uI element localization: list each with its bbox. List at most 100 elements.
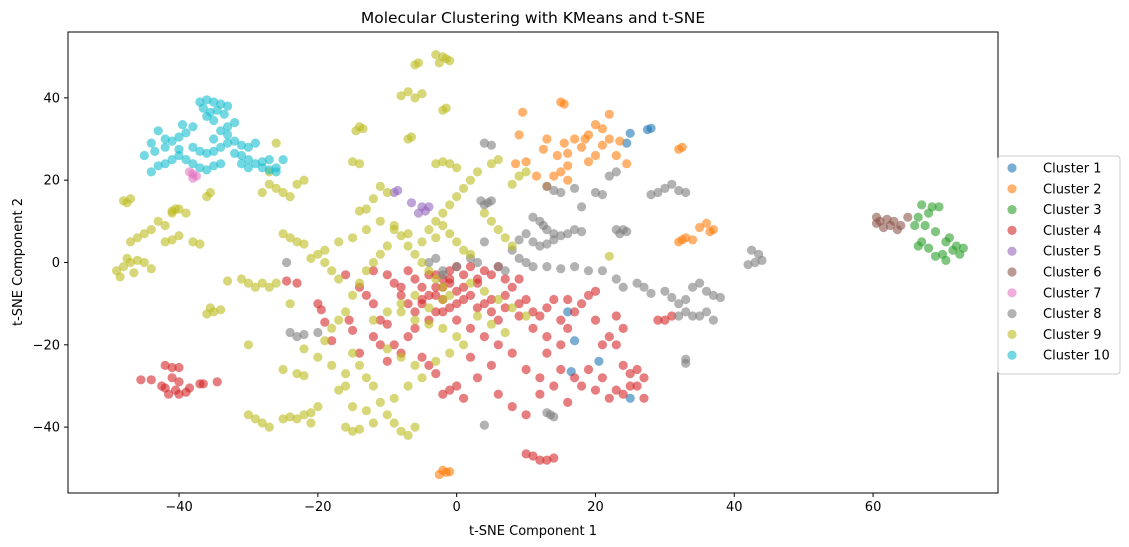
data-point: [622, 159, 632, 169]
data-point: [452, 262, 462, 272]
data-point: [438, 282, 448, 292]
data-point: [708, 290, 719, 300]
data-point: [507, 282, 517, 292]
data-point: [417, 237, 427, 247]
data-point: [695, 222, 705, 233]
series-10: [139, 95, 288, 177]
legend-label: Cluster 9: [1043, 328, 1102, 343]
data-point: [410, 360, 420, 370]
data-point: [597, 190, 608, 200]
data-point: [486, 216, 496, 226]
data-point: [486, 270, 496, 280]
data-point: [493, 262, 503, 272]
data-point: [209, 146, 219, 156]
data-point: [486, 319, 496, 329]
data-point: [535, 241, 545, 251]
data-point: [257, 157, 267, 167]
data-point: [688, 282, 698, 292]
legend-label: Cluster 2: [1043, 182, 1102, 197]
data-point: [597, 373, 608, 383]
data-point: [299, 410, 309, 420]
data-point: [351, 126, 361, 136]
data-point: [167, 155, 177, 165]
data-point: [639, 393, 649, 403]
data-point: [743, 260, 753, 270]
data-point: [202, 148, 212, 158]
data-point: [403, 381, 413, 391]
data-point: [431, 253, 441, 263]
data-point: [618, 360, 628, 370]
data-point: [382, 307, 392, 317]
data-point: [521, 449, 531, 459]
data-point: [257, 278, 267, 288]
data-point: [348, 290, 358, 300]
legend-item: Cluster 4: [1007, 224, 1102, 239]
data-point: [396, 299, 406, 309]
data-point: [403, 299, 413, 309]
data-point: [202, 95, 212, 105]
data-point: [577, 202, 587, 212]
data-point: [486, 159, 496, 169]
data-point: [243, 155, 253, 165]
data-point: [382, 344, 392, 354]
data-point: [486, 140, 496, 150]
data-point: [715, 292, 726, 303]
data-point: [701, 307, 712, 317]
y-tick-label: −40: [33, 421, 60, 436]
x-axis-label: t-SNE Component 1: [469, 524, 597, 539]
data-point: [583, 364, 594, 375]
data-point: [625, 369, 635, 379]
data-point: [472, 257, 483, 268]
data-point: [438, 157, 448, 167]
data-point: [389, 278, 399, 288]
data-point: [243, 163, 253, 173]
data-point: [556, 187, 566, 198]
data-point: [549, 453, 559, 463]
data-point: [160, 220, 170, 231]
data-point: [424, 360, 434, 370]
data-point: [264, 422, 274, 432]
data-point: [389, 225, 399, 235]
data-point: [754, 249, 764, 259]
data-point: [243, 410, 253, 420]
data-point: [188, 142, 198, 152]
legend-marker: [1007, 309, 1017, 319]
data-point: [410, 274, 420, 284]
data-point: [514, 253, 524, 263]
data-point: [472, 311, 483, 321]
data-point: [625, 393, 635, 403]
data-point: [299, 371, 309, 381]
data-point: [153, 126, 163, 136]
data-point: [271, 278, 281, 288]
data-point: [382, 410, 392, 420]
data-point: [299, 239, 309, 249]
data-point: [677, 235, 687, 245]
data-point: [660, 286, 670, 296]
data-point: [695, 311, 705, 321]
data-point: [896, 220, 906, 231]
data-point: [500, 327, 510, 338]
data-point: [382, 187, 392, 198]
data-point: [514, 130, 524, 140]
data-point: [445, 266, 455, 276]
data-point: [542, 332, 552, 342]
legend-label: Cluster 8: [1043, 307, 1102, 322]
series-6: [871, 212, 913, 235]
data-point: [313, 327, 323, 338]
data-point: [514, 311, 524, 321]
data-point: [368, 332, 378, 342]
data-point: [535, 455, 545, 465]
legend-marker: [1007, 163, 1017, 173]
legend-label: Cluster 1: [1043, 162, 1102, 177]
data-point: [563, 397, 573, 407]
data-point: [320, 257, 330, 268]
data-point: [396, 426, 406, 436]
data-point: [146, 264, 156, 274]
data-point: [417, 352, 427, 362]
data-point: [590, 187, 601, 198]
data-point: [563, 175, 573, 185]
data-point: [493, 155, 503, 165]
data-point: [674, 311, 684, 321]
data-point: [646, 190, 656, 200]
data-point: [202, 192, 212, 202]
